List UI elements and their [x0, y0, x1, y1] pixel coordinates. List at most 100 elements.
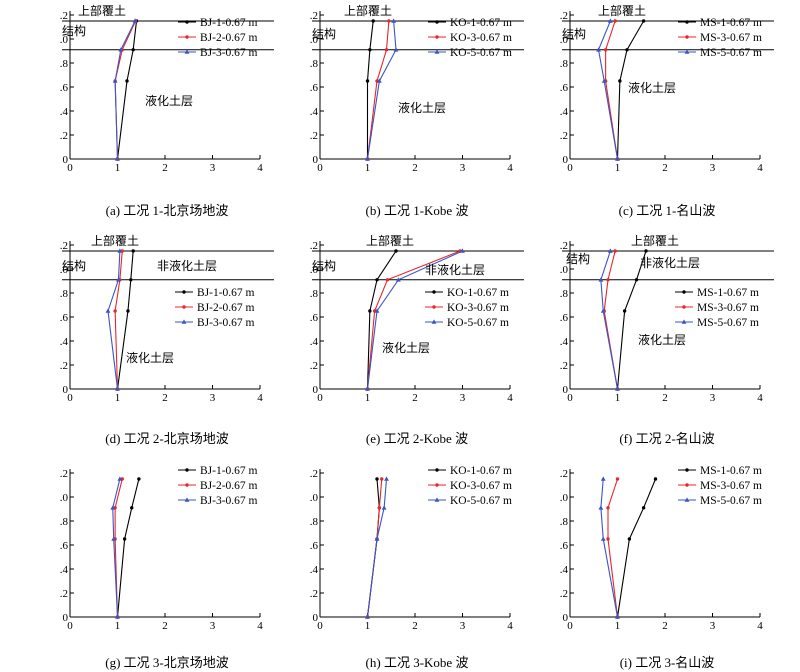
- series-line-0: [616, 20, 645, 160]
- legend-label: MS-3-0.67 m: [700, 32, 762, 44]
- legend-label: KO-1-0.67 m: [447, 287, 509, 299]
- legend-label: MS-3-0.67 m: [700, 480, 762, 492]
- x-tick-label: 2: [662, 162, 668, 172]
- annotation-label: 结构: [312, 26, 336, 41]
- x-tick-label: 2: [162, 620, 168, 630]
- annotation-label: 结构: [566, 251, 590, 266]
- y-tick-label: 0: [563, 154, 569, 166]
- data-point: [615, 477, 620, 481]
- y-tick-label: 0.2: [560, 360, 568, 372]
- x-tick-label: 4: [507, 162, 513, 172]
- data-point: [380, 477, 384, 481]
- data-point: [634, 278, 639, 282]
- panel-e: 0123400.20.40.60.81.01.2Fh/m上部覆土结构非液化土层液…: [310, 233, 524, 402]
- data-point: [606, 506, 610, 510]
- series-line-1: [605, 20, 619, 160]
- data-point: [115, 156, 120, 161]
- data-point: [598, 277, 604, 282]
- y-tick-label: 0.8: [310, 58, 319, 70]
- x-tick-label: 0: [67, 620, 73, 630]
- legend-marker: [434, 49, 440, 54]
- data-point: [622, 309, 627, 313]
- legend-label: KO-1-0.67 m: [450, 465, 512, 477]
- legend-marker: [432, 290, 436, 294]
- y-tick-label: 0.8: [60, 58, 69, 70]
- data-point: [111, 536, 117, 541]
- y-tick-label: 0.8: [310, 516, 319, 528]
- legend-marker: [185, 35, 189, 39]
- y-tick-label: 0: [563, 384, 569, 396]
- data-point: [607, 18, 613, 23]
- data-point: [115, 386, 120, 391]
- data-point: [117, 476, 123, 481]
- data-point: [618, 79, 622, 83]
- legend-label: KO-5-0.67 m: [450, 47, 512, 59]
- data-point: [125, 79, 129, 83]
- legend-marker: [182, 290, 186, 294]
- annotation-label: 结构: [62, 23, 86, 38]
- x-tick-label: 4: [257, 392, 263, 402]
- y-tick-label: 0.2: [560, 588, 568, 600]
- data-point: [365, 156, 370, 161]
- legend-marker: [432, 305, 436, 309]
- y-tick-label: 0.6: [310, 82, 319, 94]
- y-tick-label: 0.2: [310, 130, 318, 142]
- y-tick-label: 0.4: [60, 106, 69, 118]
- series-line-1: [114, 478, 123, 618]
- data-point: [613, 19, 617, 23]
- annotation-label: 上部覆土: [631, 233, 679, 248]
- series-line-0: [116, 478, 140, 618]
- annotation-label: 液化土层: [145, 93, 193, 108]
- y-tick-label: 0.8: [310, 288, 319, 300]
- x-tick-label: 3: [710, 162, 716, 172]
- panel-i: 0123400.20.40.60.81.01.2Fh/mMS-1-0.67 mM…: [560, 465, 763, 630]
- series-line-0: [366, 250, 397, 390]
- data-point: [131, 48, 135, 52]
- legend-marker: [185, 483, 189, 487]
- x-tick-label: 0: [67, 392, 73, 402]
- legend-label: KO-1-0.67 m: [450, 17, 512, 29]
- x-tick-label: 1: [365, 392, 371, 402]
- caption-d: (d) 工况 2-北京场地波: [105, 431, 229, 446]
- y-tick-label: 0.4: [310, 564, 319, 576]
- data-point: [131, 249, 135, 253]
- series-line-1: [366, 20, 390, 160]
- annotation-label: 液化土层: [382, 340, 430, 355]
- series-line-0: [616, 250, 647, 390]
- legend-marker: [684, 497, 690, 502]
- y-tick-label: 1.2: [560, 10, 568, 22]
- data-point: [118, 47, 124, 52]
- data-point: [132, 18, 138, 23]
- y-tick-label: 1.0: [310, 492, 319, 504]
- y-tick-label: 0.6: [60, 82, 69, 94]
- x-tick-label: 4: [507, 392, 513, 402]
- data-point: [105, 308, 111, 313]
- annotation-label: 非液化土层: [425, 262, 485, 277]
- data-point: [387, 19, 391, 23]
- x-tick-label: 3: [460, 620, 466, 630]
- series-line-2: [112, 478, 121, 618]
- data-point: [377, 506, 382, 510]
- y-tick-label: 0.2: [560, 130, 568, 142]
- annotation-label: 结构: [312, 258, 336, 273]
- legend-marker: [181, 319, 187, 324]
- legend-marker: [685, 20, 689, 24]
- caption-b: (b) 工况 1-Kobe 波: [365, 203, 469, 218]
- data-point: [113, 309, 117, 313]
- legend-marker: [435, 483, 439, 487]
- x-tick-label: 1: [615, 620, 621, 630]
- panel-d: 0123400.20.40.60.81.01.2Fh/m上部覆土结构非液化土层液…: [60, 233, 274, 402]
- data-point: [376, 78, 382, 83]
- data-point: [596, 47, 601, 52]
- data-point: [600, 536, 606, 541]
- series-line-1: [607, 478, 619, 618]
- panel-h: 0123400.20.40.60.81.01.2Fh/mKO-1-0.67 mK…: [310, 465, 513, 630]
- y-tick-label: 0.4: [310, 336, 319, 348]
- y-tick-label: 0.6: [60, 540, 69, 552]
- y-tick-label: 0.2: [310, 588, 318, 600]
- y-tick-label: 0.8: [560, 58, 569, 70]
- y-tick-label: 0.8: [560, 516, 569, 528]
- y-tick-label: 0: [63, 154, 69, 166]
- x-tick-label: 3: [210, 162, 216, 172]
